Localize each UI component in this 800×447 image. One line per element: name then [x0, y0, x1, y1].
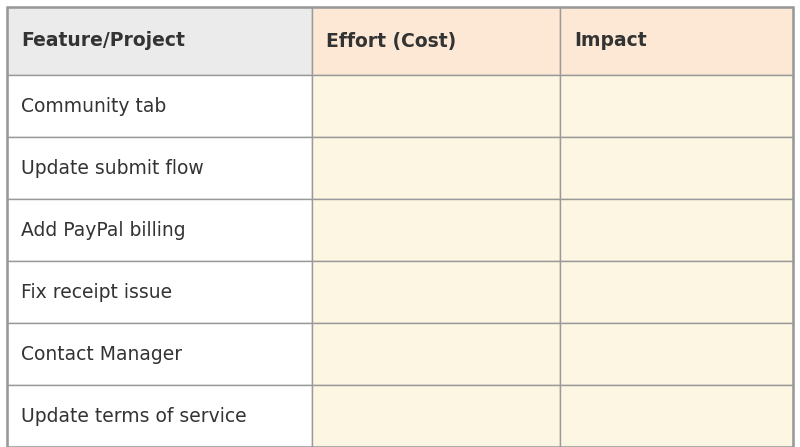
Bar [312, 323, 560, 385]
Text: Add PayPal billing: Add PayPal billing [21, 220, 186, 240]
Bar [7, 75, 312, 137]
Bar [560, 7, 793, 75]
Bar [312, 199, 560, 261]
Text: Feature/Project: Feature/Project [21, 31, 185, 51]
Bar [7, 199, 312, 261]
Bar [560, 137, 793, 199]
Bar [312, 137, 560, 199]
Bar [7, 261, 312, 323]
Text: Community tab: Community tab [21, 97, 166, 115]
Text: Contact Manager: Contact Manager [21, 345, 182, 363]
Bar [312, 261, 560, 323]
Text: Impact: Impact [574, 31, 646, 51]
Bar [7, 137, 312, 199]
Text: Update submit flow: Update submit flow [21, 159, 204, 177]
Text: Update terms of service: Update terms of service [21, 406, 246, 426]
Bar [312, 75, 560, 137]
Bar [560, 199, 793, 261]
Bar [560, 261, 793, 323]
Bar [7, 385, 312, 447]
Text: Effort (Cost): Effort (Cost) [326, 31, 456, 51]
Bar [7, 7, 312, 75]
Bar [7, 323, 312, 385]
Text: Fix receipt issue: Fix receipt issue [21, 283, 172, 301]
Bar [312, 7, 560, 75]
Bar [560, 385, 793, 447]
Bar [312, 385, 560, 447]
Bar [560, 323, 793, 385]
Bar [560, 75, 793, 137]
